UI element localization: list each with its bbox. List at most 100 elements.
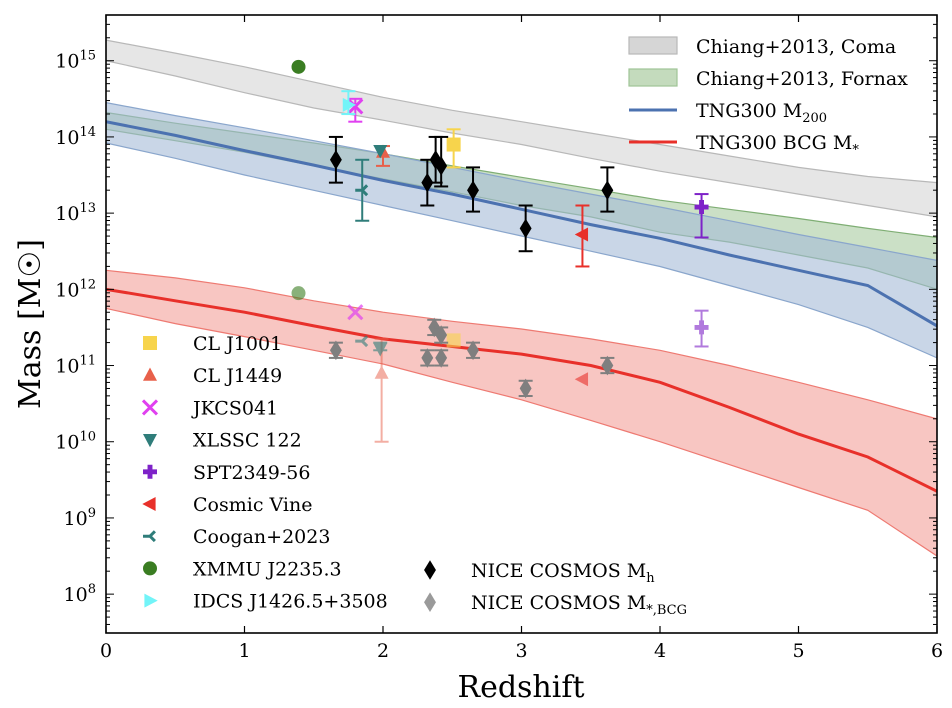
legend-label: SPT2349-56	[193, 462, 310, 484]
marker-diamond	[421, 348, 434, 368]
legend-item: Cosmic Vine	[142, 494, 312, 516]
legend-marker-plus	[143, 464, 157, 479]
data-point	[420, 348, 435, 368]
legend-label: NICE COSMOS Mh	[471, 560, 655, 586]
marker-diamond	[435, 156, 448, 176]
legend-item: Coogan+2023	[143, 526, 330, 548]
data-point	[518, 204, 533, 253]
y-tick-label: 1010	[55, 430, 96, 454]
data-point	[694, 193, 709, 239]
legend-item: IDCS J1426.5+3508	[144, 591, 388, 613]
legend-label: CL J1449	[193, 365, 282, 387]
data-point	[374, 337, 389, 443]
data-point	[434, 135, 449, 188]
legend-swatch	[628, 68, 678, 87]
legend-label: NICE COSMOS M*,BCG	[471, 592, 687, 618]
legend-lower-center: NICE COSMOS Mh NICE COSMOS M*,BCG	[424, 560, 687, 618]
marker-diamond	[519, 378, 532, 399]
data-point	[518, 378, 533, 399]
legend-label: Coogan+2023	[193, 526, 330, 548]
legend-item: CL J1449	[143, 365, 282, 387]
marker-plus	[694, 320, 709, 335]
data-point	[434, 325, 449, 345]
y-tick-label: 1012	[55, 277, 96, 301]
legend-label: XMMU J2235.3	[193, 558, 342, 580]
marker-diamond	[601, 180, 614, 201]
marker-diamond	[329, 340, 342, 361]
legend-marker-triangle-down	[143, 434, 157, 448]
y-axis-title-mass: Mass [M☉]	[13, 239, 48, 409]
data-point	[355, 158, 370, 222]
data-point	[373, 145, 388, 159]
legend-marker-square	[143, 336, 157, 350]
data-point	[347, 97, 364, 123]
y-tick-label: 1014	[55, 125, 96, 149]
marker-plus	[694, 200, 709, 215]
marker-diamond	[467, 180, 479, 201]
legend-label: TNG300 M200	[696, 100, 827, 126]
legend-label: Cosmic Vine	[193, 494, 312, 516]
legend-lower-left: CL J1001 CL J1449 JKCS041 XLSSC 122 SPT2349-…	[141, 333, 388, 613]
marker-diamond	[421, 172, 434, 193]
marker-x	[347, 304, 364, 321]
legend-marker-tri	[143, 530, 156, 543]
marker-tri	[355, 184, 369, 197]
marker-triangle-down	[373, 343, 388, 357]
legend-label: CL J1001	[193, 333, 282, 355]
marker-triangle-down	[373, 145, 388, 159]
x-tick-label: 0	[100, 640, 112, 662]
marker-diamond	[467, 340, 479, 361]
marker-diamond	[601, 355, 614, 376]
legend-label: TNG300 BCG M*	[696, 132, 859, 158]
legend-marker-octagon	[143, 561, 157, 576]
legend-swatch	[628, 36, 678, 55]
data-point	[328, 135, 343, 184]
legend-upper-right: Chiang+2013, Coma Chiang+2013, Fornax TNG3…	[628, 36, 908, 158]
data-point	[574, 372, 589, 387]
legend-marker-diamond	[424, 560, 436, 580]
marker-octagon	[291, 59, 306, 74]
data-point	[466, 166, 481, 213]
y-tick-label: 109	[64, 506, 96, 530]
legend-marker-triangle-right	[144, 593, 158, 608]
ticks-layer: 0 1 2 3 4 5 6 108 109 1010 1011 1012 1013 1014 1015	[55, 15, 943, 662]
marker-triangle-up	[374, 365, 389, 379]
x-tick-label: 1	[238, 640, 250, 662]
data-point	[574, 204, 590, 268]
data-point	[434, 348, 449, 368]
legend-item: NICE COSMOS Mh	[424, 560, 655, 586]
x-tick-label: 5	[792, 640, 804, 662]
y-axis-title: Mass [M☉]	[13, 239, 48, 409]
x-tick-label: 3	[515, 640, 527, 662]
marker-square	[446, 137, 461, 152]
marker-diamond	[435, 348, 448, 368]
marker-diamond	[329, 149, 342, 170]
legend-label: Chiang+2013, Coma	[696, 36, 896, 58]
legend-item: JKCS041	[141, 397, 278, 419]
data-point	[291, 59, 306, 74]
marker-diamond	[519, 218, 532, 239]
line-1	[106, 287, 937, 493]
legend-label: Chiang+2013, Fornax	[696, 68, 908, 90]
y-tick-label: 1011	[55, 354, 96, 378]
marker-triangle-left	[574, 372, 589, 387]
marker-x	[347, 98, 364, 115]
legend-item: XMMU J2235.3	[143, 558, 342, 580]
band-0	[106, 39, 937, 218]
legend-item: SPT2349-56	[143, 462, 310, 484]
x-tick-label: 2	[377, 640, 389, 662]
marker-triangle-right	[342, 97, 357, 112]
x-tick-label: 6	[931, 640, 943, 662]
legend-item: XLSSC 122	[143, 430, 302, 452]
data-point	[373, 341, 388, 357]
y-tick-label: 108	[64, 582, 96, 606]
legend-marker-diamond	[424, 592, 436, 612]
marker-diamond	[435, 325, 448, 345]
legend-marker-triangle-up	[143, 367, 157, 381]
marker-triangle-left	[574, 227, 589, 242]
data-point	[600, 355, 615, 376]
legend-label: XLSSC 122	[193, 430, 302, 452]
x-axis-title: Redshift	[457, 670, 584, 705]
legend-label: IDCS J1426.5+3508	[193, 591, 388, 613]
